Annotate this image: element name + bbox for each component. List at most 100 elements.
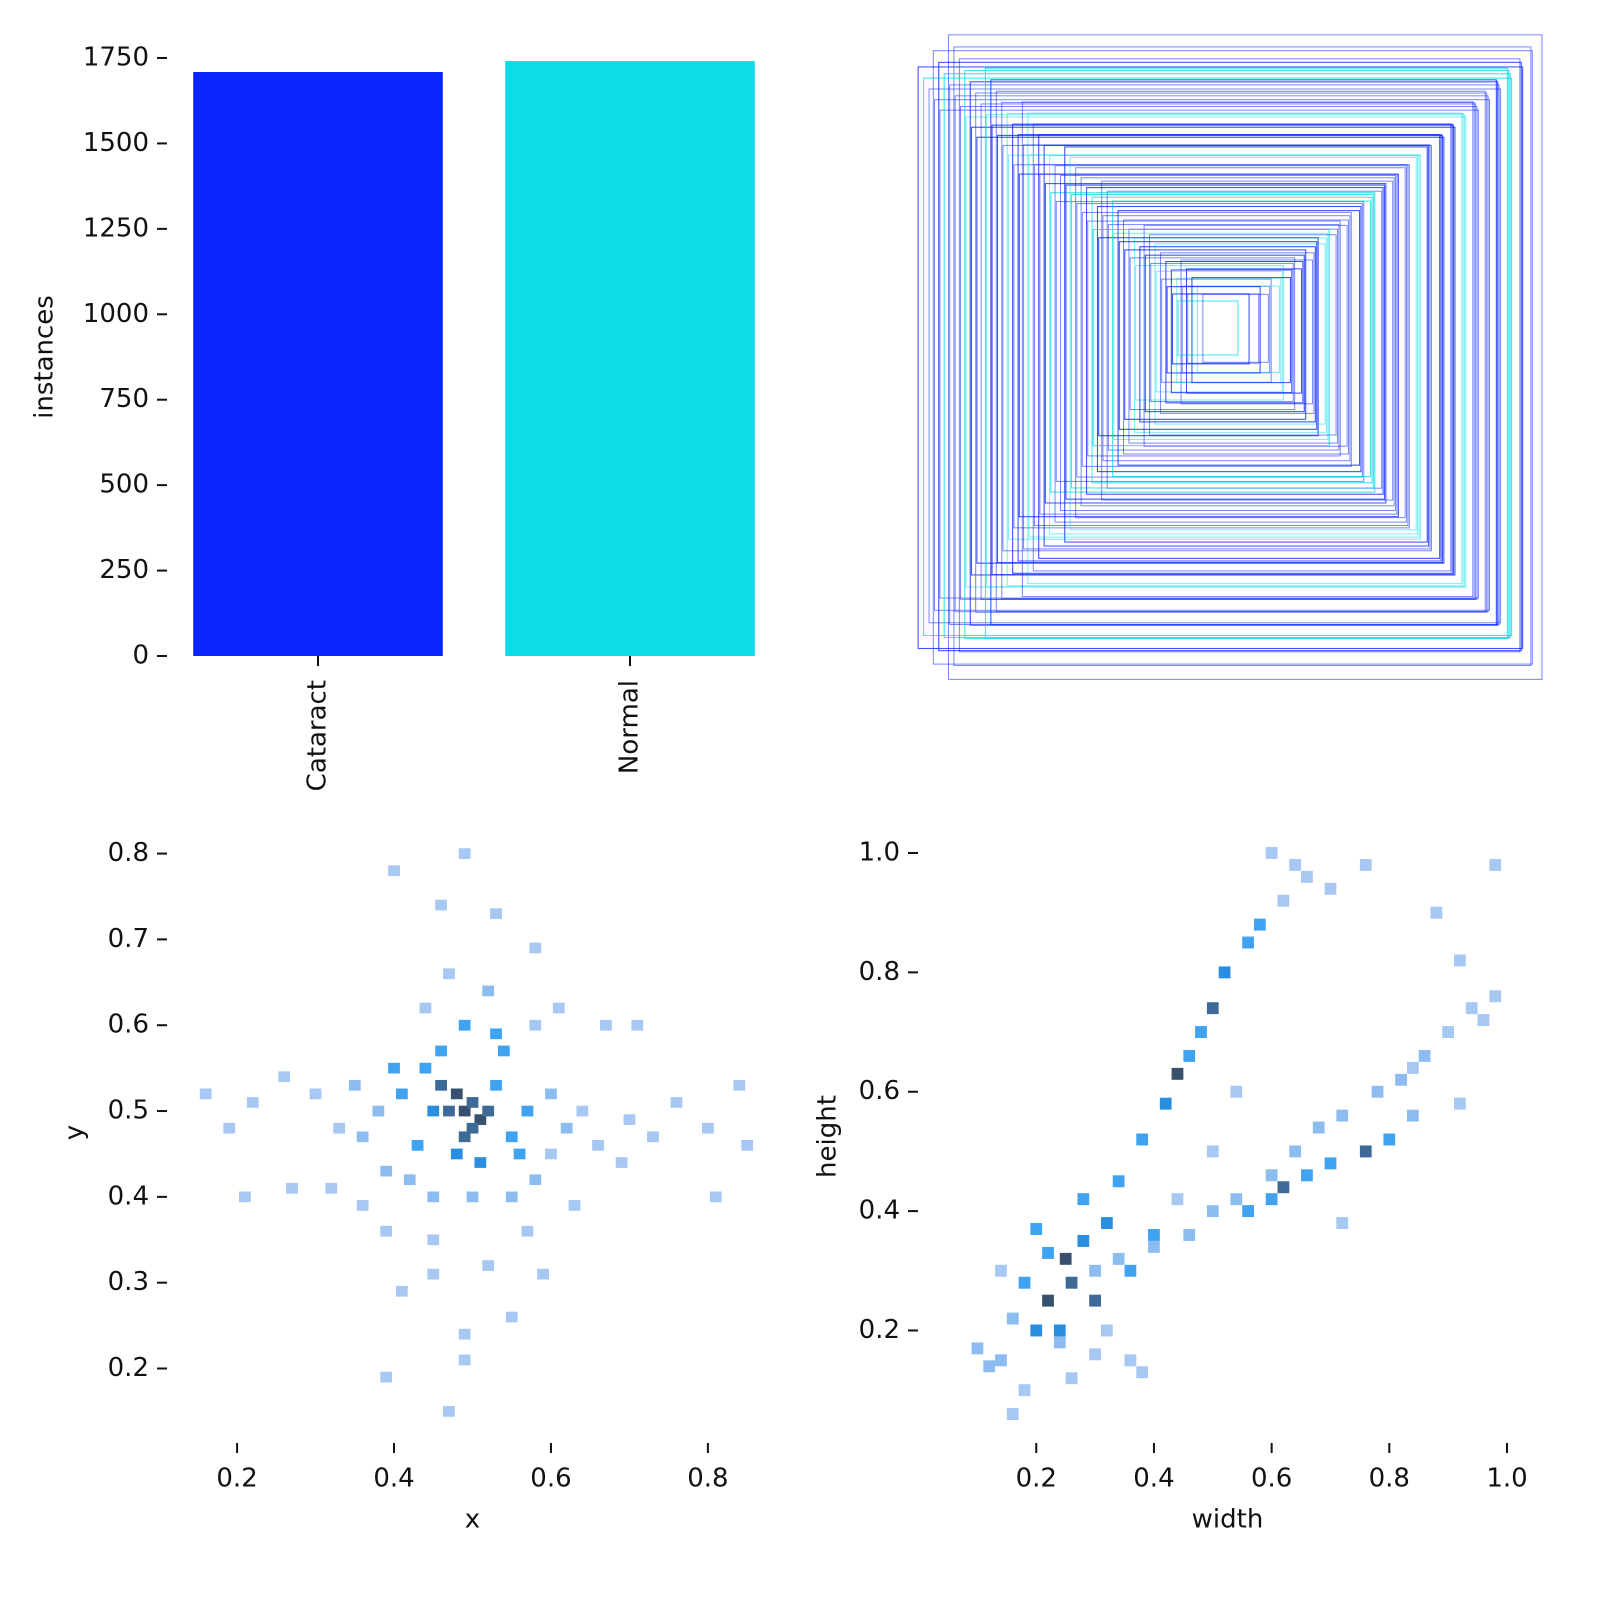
hist-cell: [1077, 1193, 1090, 1206]
hist-cell: [490, 908, 502, 920]
hist-cell: [1124, 1264, 1137, 1277]
hist-cell: [458, 1354, 471, 1366]
hist-cell: [403, 1174, 416, 1186]
box-outline: [984, 67, 1508, 639]
box-outline: [1129, 257, 1296, 411]
hist-cell: [1277, 1181, 1290, 1194]
y-tick-label: 1000: [83, 299, 149, 329]
hist-cell: [395, 1088, 408, 1100]
hist-cell: [592, 1140, 604, 1151]
y-tick-label: 0.8: [859, 957, 900, 987]
hist-cell: [356, 1131, 369, 1143]
hist-cell: [1112, 1252, 1125, 1265]
hist-cell: [1442, 1026, 1455, 1039]
box-outline: [1181, 285, 1271, 374]
hist-cell: [309, 1088, 322, 1100]
hist-cell: [600, 1019, 612, 1031]
y-tick-label: 1750: [83, 43, 149, 73]
box-outline: [1107, 224, 1340, 451]
hist-cell: [348, 1079, 361, 1091]
hist-cell: [1018, 1276, 1031, 1289]
hist-cell: [1242, 1205, 1254, 1218]
y-tick-label: 0.8: [108, 838, 149, 868]
hist-cell: [490, 1079, 502, 1091]
box-outline: [1064, 146, 1428, 543]
box-outline: [1123, 219, 1349, 455]
hist-cell: [1206, 1145, 1219, 1158]
box-outline: [1117, 210, 1361, 466]
hist-cell: [1112, 1175, 1125, 1188]
x-tick-label: 0.8: [1369, 1464, 1410, 1494]
box-outline: [1117, 210, 1361, 466]
box-outline: [1135, 265, 1285, 401]
hist-cell: [1454, 954, 1466, 967]
hist-cell: [450, 1148, 463, 1160]
box-outline: [1118, 241, 1318, 430]
x-axis-label: width: [1192, 1505, 1264, 1535]
box-outline: [1177, 300, 1239, 356]
hist-cell: [1183, 1049, 1196, 1062]
hist-cell: [521, 1225, 534, 1237]
box-outline: [995, 90, 1486, 613]
hist-cell: [498, 1045, 510, 1057]
hist-cell: [647, 1131, 659, 1143]
box-outline: [1038, 134, 1441, 559]
box-outline: [917, 66, 1524, 649]
y-tick-label: 250: [99, 555, 149, 585]
y-axis-label: instances: [30, 295, 60, 419]
hist-cell: [1053, 1324, 1066, 1337]
hist-cell: [380, 1225, 393, 1237]
hist-cell: [1253, 918, 1266, 931]
x-tick-label: 0.4: [373, 1464, 414, 1494]
hist-cell: [1059, 1252, 1072, 1265]
hist-cell: [325, 1182, 338, 1194]
hist-cell: [631, 1019, 644, 1031]
box-outline: [943, 73, 1511, 638]
box-outline: [923, 77, 1513, 637]
x-tick-label: 0.6: [1251, 1464, 1292, 1494]
hist-cell: [482, 1260, 495, 1271]
y-tick-label: 0.6: [108, 1010, 149, 1040]
hist-cell: [1230, 1085, 1243, 1098]
x-tick-label: Normal: [615, 680, 645, 774]
hist-cell: [1418, 1049, 1431, 1062]
box-outline: [1096, 206, 1362, 473]
hist-cell: [458, 1105, 471, 1117]
box-outline: [1044, 183, 1387, 504]
box-outline: [1186, 268, 1302, 394]
hist-cell: [670, 1097, 683, 1108]
box-outline: [1065, 184, 1385, 500]
hist-cell: [1265, 1169, 1278, 1182]
hist-cell: [1324, 1157, 1337, 1170]
x-tick-label: 0.8: [687, 1464, 728, 1494]
hist-cell: [458, 1019, 471, 1031]
hist-cell: [443, 968, 455, 980]
box-outline: [1101, 180, 1394, 501]
hist-cell: [1148, 1229, 1160, 1241]
y-tick-label: 0.4: [859, 1196, 900, 1226]
x-tick-label: 1.0: [1486, 1464, 1527, 1494]
x-axis-label: x: [465, 1505, 480, 1535]
box-outline: [1043, 144, 1430, 547]
hist-cell: [1124, 1354, 1137, 1367]
hist-cell: [1100, 1217, 1113, 1230]
hist-cell: [576, 1105, 589, 1117]
box-outline: [1023, 144, 1431, 550]
box-outline: [953, 46, 1532, 666]
box-outline: [1069, 156, 1417, 531]
box-outline: [997, 134, 1443, 564]
box-outline: [923, 77, 1513, 637]
hist-cell: [1301, 1169, 1313, 1182]
hist-cell: [1030, 1223, 1043, 1235]
hist-cell: [380, 1165, 393, 1177]
hist-cell: [983, 1360, 996, 1373]
hist-cell: [1089, 1348, 1101, 1361]
hist-cell: [466, 1097, 479, 1108]
hist-cell: [1336, 1217, 1349, 1230]
hist-cell: [380, 1371, 393, 1383]
bar: [505, 61, 755, 656]
hist-cell: [199, 1088, 212, 1100]
hist-cell: [1289, 858, 1302, 871]
x-tick-label: 0.2: [216, 1464, 257, 1494]
